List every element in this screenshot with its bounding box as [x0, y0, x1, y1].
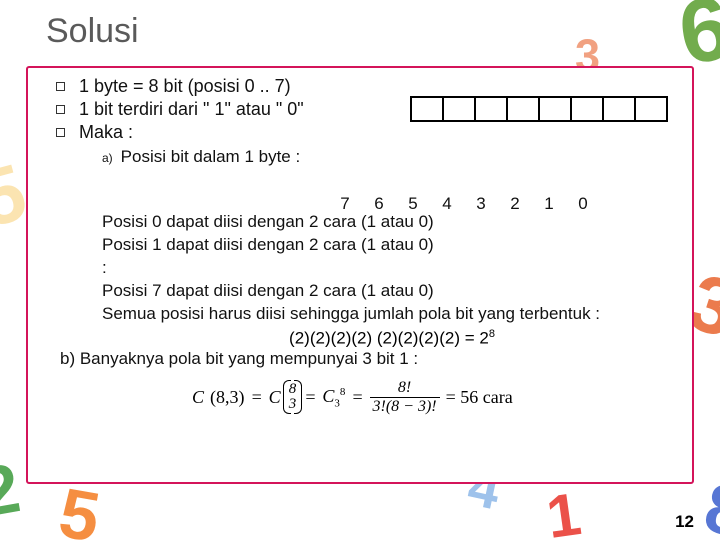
- bullet-item: 1 byte = 8 bit (posisi 0 .. 7): [56, 76, 682, 97]
- power-base: (2)(2)(2)(2) (2)(2)(2)(2) = 2: [289, 328, 489, 347]
- eq-Csub: C38: [322, 386, 345, 410]
- bullet-square-icon: [56, 82, 65, 91]
- page-number: 12: [675, 512, 694, 532]
- body-line: Posisi 1 dapat diisi dengan 2 cara (1 at…: [102, 234, 682, 257]
- power-exponent: 8: [489, 328, 495, 340]
- sub-b-line: b) Banyaknya pola bit yang mempunyai 3 b…: [60, 348, 682, 371]
- bg-digit-8: 8: [698, 467, 720, 553]
- combination-equation: C (8,3) = C 8 3 = C38 = 8! 3!(8 − 3)! = 5…: [192, 379, 682, 415]
- bullet-square-icon: [56, 105, 65, 114]
- eq-binom: 8 3: [287, 382, 299, 412]
- byte-grid: [410, 96, 668, 122]
- pos-num: 2: [508, 194, 522, 214]
- pos-num: 1: [542, 194, 556, 214]
- pos-num: 4: [440, 194, 454, 214]
- eq-binom-top: 8: [289, 382, 297, 397]
- bullet-text: 1 bit terdiri dari " 1" atau " 0": [79, 99, 304, 120]
- sub-a-text: Posisi bit dalam 1 byte :: [121, 147, 301, 167]
- slide-title: Solusi: [46, 12, 139, 51]
- eq-fraction: 8! 3!(8 − 3)!: [370, 379, 440, 415]
- bullet-text: Maka :: [79, 122, 133, 143]
- body-line: Posisi 7 dapat diisi dengan 2 cara (1 at…: [102, 280, 682, 303]
- bg-digit-2: 2: [0, 447, 26, 533]
- body-line: Semua posisi harus diisi sehingga jumlah…: [102, 303, 682, 326]
- bullet-text: 1 byte = 8 bit (posisi 0 .. 7): [79, 76, 291, 97]
- eq-C2: C: [269, 387, 281, 408]
- pos-num: 6: [372, 194, 386, 214]
- grid-cell: [410, 96, 444, 122]
- bullet-square-icon: [56, 128, 65, 137]
- sub-a-row: a) Posisi bit dalam 1 byte :: [102, 147, 682, 167]
- eq-equals: =: [351, 387, 363, 408]
- eq-denominator: 3!(8 − 3)!: [370, 398, 440, 416]
- pos-num: 7: [338, 194, 352, 214]
- pos-num: 0: [576, 194, 590, 214]
- grid-cell: [506, 96, 540, 122]
- grid-cell: [570, 96, 604, 122]
- eq-equals: =: [251, 387, 263, 408]
- power-equation: (2)(2)(2)(2) (2)(2)(2)(2) = 28: [102, 328, 682, 349]
- eq-result: = 56 cara: [446, 387, 513, 408]
- grid-cell: [442, 96, 476, 122]
- eq-binom-bot: 3: [289, 397, 297, 412]
- bg-digit-1: 1: [542, 479, 585, 552]
- eq-numerator: 8!: [395, 379, 414, 397]
- grid-cell: [474, 96, 508, 122]
- body-line: Posisi 0 dapat diisi dengan 2 cara (1 at…: [102, 211, 682, 234]
- pos-num: 5: [406, 194, 420, 214]
- grid-cell: [602, 96, 636, 122]
- list-marker-a: a): [102, 151, 113, 165]
- eq-equals: =: [304, 387, 316, 408]
- body-line: :: [102, 257, 682, 280]
- pos-num: 3: [474, 194, 488, 214]
- content-panel: 1 byte = 8 bit (posisi 0 .. 7) 1 bit ter…: [26, 66, 694, 484]
- grid-cell: [538, 96, 572, 122]
- grid-cell: [634, 96, 668, 122]
- bullet-item: Maka :: [56, 122, 682, 143]
- sub-content: a) Posisi bit dalam 1 byte : 7 6 5 4 3 2…: [102, 147, 682, 415]
- eq-args: (8,3): [210, 387, 245, 408]
- eq-C: C: [192, 387, 204, 408]
- bit-position-numbers: 7 6 5 4 3 2 1 0: [338, 194, 590, 214]
- bg-digit-5b: 5: [53, 472, 105, 558]
